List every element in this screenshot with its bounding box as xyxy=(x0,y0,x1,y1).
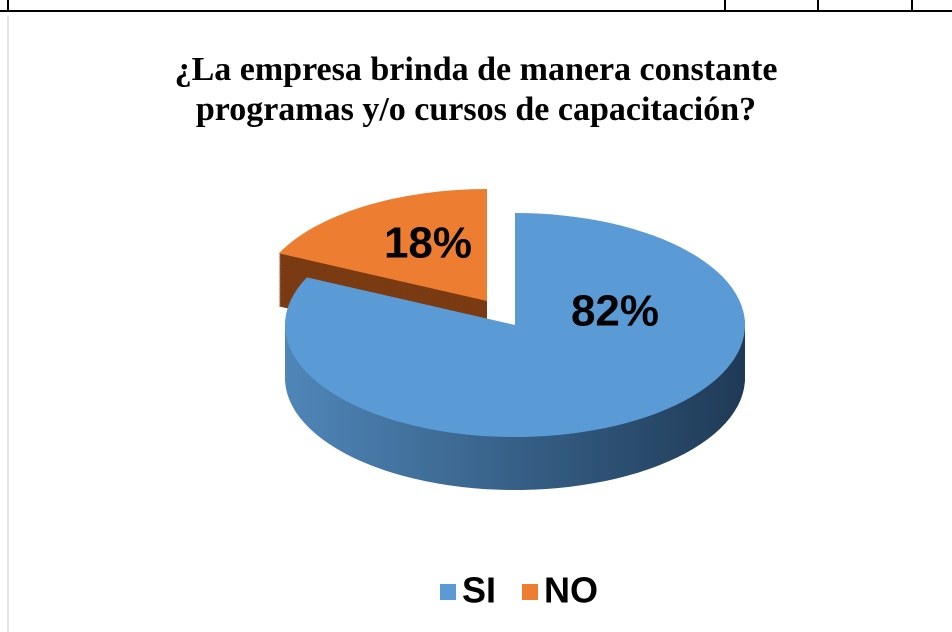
legend-label: NO xyxy=(544,570,598,611)
slice xyxy=(278,189,487,301)
slice xyxy=(284,213,745,437)
legend-swatch xyxy=(522,584,538,600)
data-label: 82% xyxy=(571,287,659,336)
legend-label: SI xyxy=(462,570,496,611)
chart-title-line: programas y/o cursos de capacitación? xyxy=(196,91,756,128)
legend: SI NO xyxy=(440,570,598,611)
data-label: 18% xyxy=(384,219,472,268)
pie: 82% 18% xyxy=(278,189,745,490)
chart-title-line: ¿La empresa brinda de manera constante xyxy=(175,51,778,88)
table-border xyxy=(0,0,952,12)
legend-swatch xyxy=(440,584,456,600)
